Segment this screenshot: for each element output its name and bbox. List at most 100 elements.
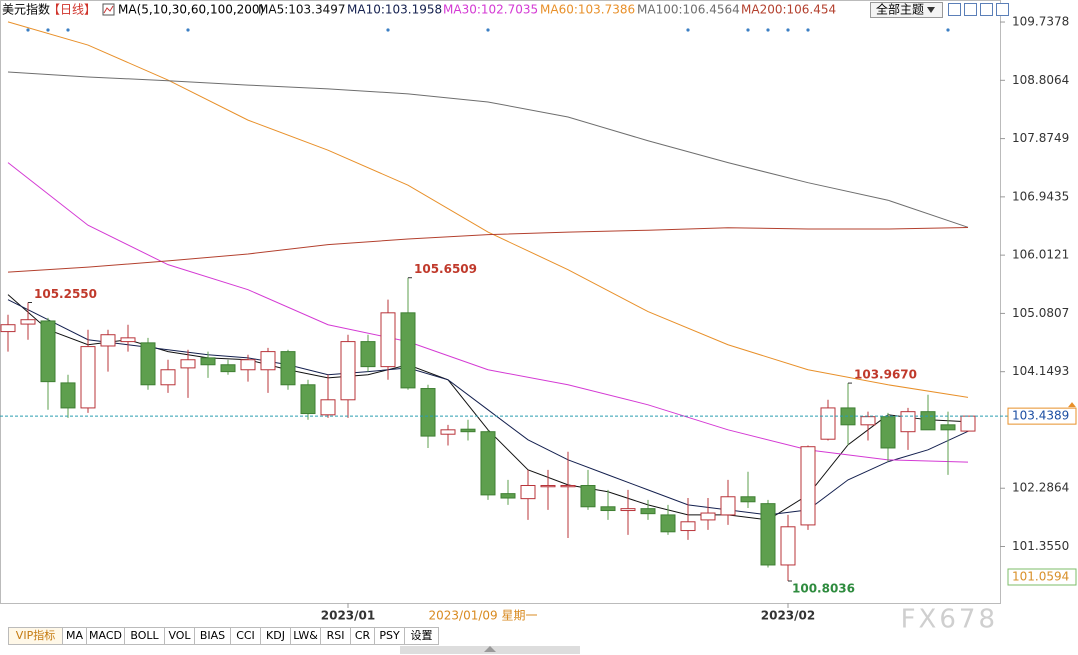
legend-entry: MA10:103.1958	[347, 3, 442, 17]
ma-line	[7, 226, 969, 273]
ma-icon-line	[103, 5, 114, 14]
y-tick-label: 106.0121	[1012, 248, 1069, 262]
event-marker[interactable]	[186, 28, 190, 32]
last-price-box	[1007, 407, 1077, 425]
indicator-tab-label: RSI	[327, 629, 345, 642]
indicator-tab-label: CCI	[236, 629, 255, 642]
candle-body	[900, 411, 916, 433]
watermark: FX678	[901, 605, 998, 635]
zoom-in-button[interactable]	[948, 3, 961, 16]
event-marker[interactable]	[946, 28, 950, 32]
event-marker[interactable]	[66, 28, 70, 32]
event-marker[interactable]	[686, 28, 690, 32]
candle-body	[80, 346, 96, 409]
high-label: 105.2550	[34, 287, 97, 301]
candle-body	[680, 521, 696, 532]
x-tick-label: 2023/01	[321, 609, 375, 623]
toolbar	[948, 3, 1009, 16]
zoom-out-button[interactable]	[964, 3, 977, 16]
indicator-tab-label: LW&	[293, 629, 318, 642]
event-marker[interactable]	[386, 28, 390, 32]
y-tick-label: 109.7378	[1012, 15, 1069, 29]
candle-body	[580, 485, 596, 508]
range-low-box	[1007, 568, 1077, 586]
event-marker[interactable]	[26, 28, 30, 32]
candle-body	[780, 526, 796, 566]
indicator-tab-label: KDJ	[266, 629, 285, 642]
indicator-tab-label: 设置	[411, 629, 433, 642]
candle-body	[200, 357, 216, 366]
event-marker[interactable]	[806, 28, 810, 32]
crosshair-date: 2023/01/09 星期一	[429, 609, 538, 623]
ma-icon[interactable]	[102, 3, 115, 16]
candle-body	[640, 508, 656, 515]
candle-body	[800, 446, 816, 526]
candle-body	[760, 503, 776, 566]
x-tick-label: 2023/02	[761, 609, 815, 623]
last-price-label: 103.4389	[1012, 409, 1069, 423]
dropdown-arrow	[927, 7, 935, 13]
event-marker[interactable]	[746, 28, 750, 32]
candle-body	[280, 351, 296, 386]
range-low-label: 101.0594	[1012, 570, 1069, 584]
candle-body	[60, 382, 76, 409]
forward-button[interactable]	[996, 3, 1009, 16]
candle-body	[300, 384, 316, 415]
candle-body	[880, 416, 896, 449]
legend-entry: MA60:103.7386	[540, 3, 635, 17]
y-tick-label: 106.9435	[1012, 189, 1069, 203]
indicator-tab-label: BIAS	[200, 629, 225, 642]
scrollbar-handle	[484, 646, 496, 652]
event-marker[interactable]	[46, 28, 50, 32]
indicator-tab-label: CR	[355, 629, 371, 642]
event-marker[interactable]	[766, 28, 770, 32]
candle-body	[920, 411, 936, 431]
back-button[interactable]	[980, 3, 993, 16]
candle-body	[820, 407, 836, 440]
candle-body	[140, 342, 156, 386]
ma-line	[7, 71, 969, 228]
event-markers	[26, 28, 950, 32]
y-tick-label: 102.2864	[1012, 481, 1069, 495]
candle-body	[620, 508, 636, 512]
y-tick-label: 107.8749	[1012, 131, 1069, 145]
candle-body	[360, 341, 376, 368]
candle-body	[340, 341, 356, 401]
candle-body	[0, 324, 16, 333]
candle-body	[160, 369, 176, 386]
candle-body	[740, 496, 756, 503]
y-tick-label: 108.8064	[1012, 73, 1069, 87]
period-label: 【日线】	[48, 3, 96, 17]
legend-entry: MA200:106.454	[741, 3, 836, 17]
theme-button[interactable]	[870, 2, 943, 18]
candle-body	[940, 424, 956, 431]
candle-body	[540, 485, 556, 488]
indicator-tab-label: BOLL	[130, 629, 159, 642]
legend-entry: MA30:102.7035	[443, 3, 538, 17]
event-marker[interactable]	[786, 28, 790, 32]
candle-body	[100, 334, 116, 347]
legend-entry: MA5:103.3497	[258, 3, 346, 17]
candle-body	[220, 364, 236, 373]
candle-body	[460, 428, 476, 433]
chart-title: 美元指数	[2, 2, 50, 17]
indicator-tab-label: MACD	[89, 629, 122, 642]
candle-body	[480, 431, 496, 496]
indicator-tab[interactable]	[404, 627, 439, 645]
legend-entry: MA100:106.4564	[637, 3, 740, 17]
candle-body	[40, 320, 56, 383]
indicator-tab-label: MA	[66, 629, 83, 642]
y-tick-label: 101.3550	[1012, 539, 1069, 553]
y-tick-label: 105.0807	[1012, 306, 1069, 320]
high-label: 103.9670	[854, 368, 917, 382]
ma-line	[7, 21, 969, 398]
candle-body	[700, 512, 716, 521]
candle-body	[260, 351, 276, 371]
event-marker[interactable]	[486, 28, 490, 32]
candle-body	[320, 399, 336, 416]
candle-body	[380, 312, 396, 368]
candle-body	[860, 416, 876, 426]
candle-body	[400, 312, 416, 389]
candle-body	[660, 514, 676, 533]
